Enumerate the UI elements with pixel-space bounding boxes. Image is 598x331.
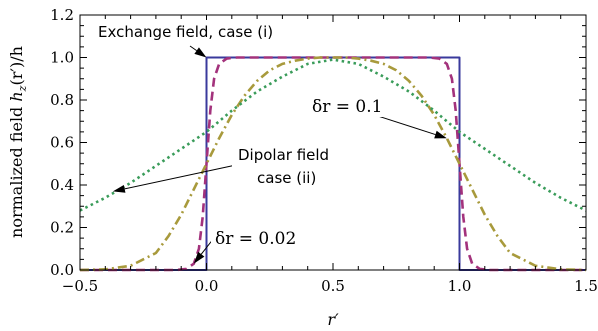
dipolar-field-label: Dipolar field [238,146,329,164]
delta-r-large-label: δr = 0.1 [312,97,382,117]
x-tick-label: −0.5 [62,277,98,295]
plot-frame [79,14,587,271]
series-dash-dot-line [79,56,587,272]
y-tick-label: 1.0 [50,49,74,67]
annotation-arrows [112,45,447,264]
exchange-arrow [189,45,207,58]
dipolar-arrow [112,164,237,193]
y-tick-label: 0.8 [50,91,74,109]
delta-r-small-label: δr = 0.02 [215,229,296,249]
x-tick-label: 0.5 [321,277,345,295]
y-tick-label: 0.4 [50,176,74,194]
x-tick-label: 0.0 [195,277,219,295]
dr-large-arrow [377,115,447,139]
x-axis-title: r′ [327,310,339,329]
y-tick-label: 1.2 [50,6,74,24]
y-ticks: 0.0 0.2 0.4 0.6 0.8 1.0 1.2 [50,6,586,279]
x-tick-label: 1.0 [448,277,472,295]
y-axis-title: normalized field hz(r′)/h [7,46,29,238]
y-tick-label: 0.2 [50,219,74,237]
series-dotted-line [79,58,587,212]
exchange-field-label: Exchange field, case (i) [98,23,273,41]
series-dashed-line [80,56,586,272]
y-tick-label: 0.6 [50,134,74,152]
y-tick-label: 0.0 [50,261,74,279]
dipolar-case-label: case (ii) [257,169,316,187]
x-tick-label: 1.5 [574,277,598,295]
